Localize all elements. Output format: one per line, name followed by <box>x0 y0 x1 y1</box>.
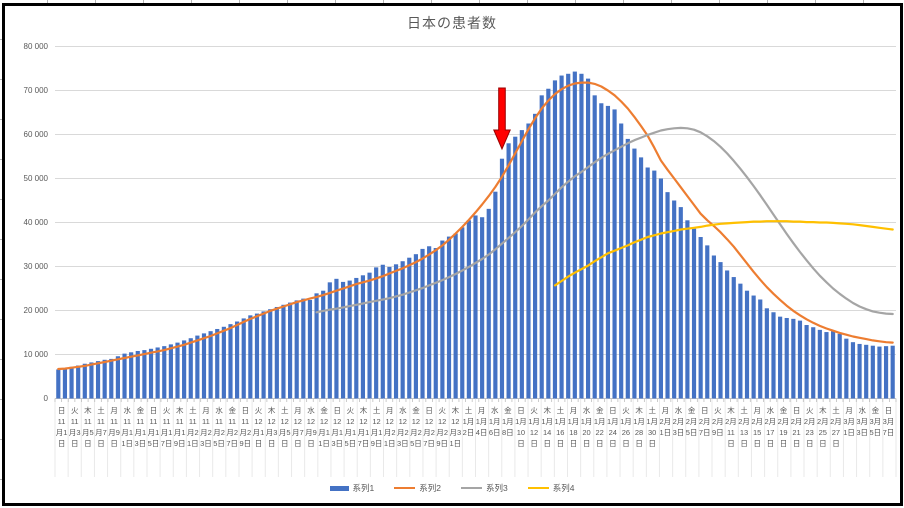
x-axis-tick-label: 金 11月13日 <box>134 402 147 478</box>
y-axis-tick-label: 20 000 <box>0 306 48 316</box>
legend-label: 系列1 <box>353 482 375 494</box>
red-down-arrow-annotation[interactable] <box>494 88 510 149</box>
x-axis-tick-label: 水 12月9日 <box>304 402 317 478</box>
x-axis-tick-label: 日 11月15日 <box>147 402 160 478</box>
legend-item-series3[interactable]: 系列3 <box>461 482 508 494</box>
x-axis-tick-label: 水 1月20日 <box>580 402 593 478</box>
legend-item-series4[interactable]: 系列4 <box>528 482 575 494</box>
legend-label: 系列2 <box>419 482 441 494</box>
x-axis-tick-label: 日 1月24日 <box>606 402 619 478</box>
x-axis-tick-label: 水 3月3日 <box>856 402 869 478</box>
series1-bars <box>56 72 895 399</box>
x-axis-tick-label: 金 12月11日 <box>318 402 331 478</box>
x-axis-tick-label: 土 1月2日 <box>462 402 475 478</box>
x-axis-tick-label: 土 1月30日 <box>646 402 659 478</box>
x-axis-tick-label: 日 2月21日 <box>790 402 803 478</box>
x-axis-tick-label: 水 2月3日 <box>672 402 685 478</box>
x-axis-tick-label: 金 1月22日 <box>593 402 606 478</box>
x-axis-tick-label: 日 3月7日 <box>882 402 895 478</box>
x-axis-tick-label: 土 1月16日 <box>554 402 567 478</box>
x-axis-tick-label: 日 1月10日 <box>514 402 527 478</box>
x-axis-tick-label: 金 1月8日 <box>501 402 514 478</box>
x-axis-tick-label: 木 12月3日 <box>265 402 278 478</box>
y-axis-tick-label: 50 000 <box>0 174 48 184</box>
x-axis-tick-label: 金 3月5日 <box>869 402 882 478</box>
y-axis-tick-label: 0 <box>0 394 48 404</box>
legend-label: 系列4 <box>553 482 575 494</box>
x-axis-tick-label: 月 2月15日 <box>751 402 764 478</box>
x-axis-tick-label: 月 12月21日 <box>383 402 396 478</box>
series2-line-marker <box>394 487 415 490</box>
x-axis-tick-label: 木 1月14日 <box>541 402 554 478</box>
x-axis-tick-label: 木 12月17日 <box>357 402 370 478</box>
x-axis-tick-label: 火 1月26日 <box>619 402 632 478</box>
x-axis-tick-label: 火 11月17日 <box>160 402 173 478</box>
x-axis-tick-label: 土 2月27日 <box>829 402 842 478</box>
x-axis-tick-label: 金 2月19日 <box>777 402 790 478</box>
x-axis-tick-label: 日 12月27日 <box>423 402 436 478</box>
x-axis-tick-label: 火 2月9日 <box>711 402 724 478</box>
legend-item-series2[interactable]: 系列2 <box>394 482 441 494</box>
x-axis-tick-label: 木 11月19日 <box>173 402 186 478</box>
x-axis-tick-label: 月 2月1日 <box>659 402 672 478</box>
series1-bar-marker <box>330 486 349 491</box>
x-axis-tick-label: 土 12月5日 <box>278 402 291 478</box>
y-axis-tick-label: 10 000 <box>0 350 48 360</box>
x-axis-tick-label: 日 11月29日 <box>239 402 252 478</box>
x-axis-tick-label: 火 12月15日 <box>344 402 357 478</box>
series3-line-marker <box>461 487 482 490</box>
x-axis-labels: 日 11月1日火 11月3日木 11月5日土 11月7日月 11月9日水 11月… <box>55 402 896 478</box>
x-axis-tick-label: 月 11月9日 <box>108 402 121 478</box>
y-axis-tick-label: 60 000 <box>0 130 48 140</box>
x-axis-tick-label: 火 12月1日 <box>252 402 265 478</box>
x-axis-tick-label: 木 2月25日 <box>816 402 829 478</box>
x-axis-tick-label: 火 2月23日 <box>803 402 816 478</box>
chart-title: 日本の患者数 <box>0 13 904 33</box>
x-axis-tick-label: 木 1月28日 <box>633 402 646 478</box>
x-axis-tick-label: 木 11月5日 <box>81 402 94 478</box>
x-axis-tick-label: 土 11月21日 <box>186 402 199 478</box>
y-axis-tick-label: 40 000 <box>0 218 48 228</box>
x-axis-tick-label: 水 1月6日 <box>488 402 501 478</box>
x-axis-tick-label: 日 11月1日 <box>55 402 68 478</box>
x-axis-tick-label: 土 11月7日 <box>94 402 107 478</box>
x-axis-tick-label: 月 11月23日 <box>199 402 212 478</box>
y-axis-tick-label: 80 000 <box>0 42 48 52</box>
x-axis-tick-label: 火 12月29日 <box>436 402 449 478</box>
x-axis-tick-label: 月 12月7日 <box>291 402 304 478</box>
legend-item-series1[interactable]: 系列1 <box>330 482 375 494</box>
x-axis-tick-label: 水 12月23日 <box>396 402 409 478</box>
x-axis-tick-label: 日 2月7日 <box>698 402 711 478</box>
series4-line <box>555 221 893 285</box>
x-axis-tick-label: 日 12月13日 <box>331 402 344 478</box>
legend-label: 系列3 <box>486 482 508 494</box>
y-axis-tick-label: 30 000 <box>0 262 48 272</box>
x-axis-tick-label: 土 12月19日 <box>370 402 383 478</box>
x-axis-tick-label: 月 1月18日 <box>567 402 580 478</box>
x-axis-tick-label: 木 12月31日 <box>449 402 462 478</box>
excel-chart-screenshot: { "title": "日本の患者数", "legend": { "items"… <box>0 0 904 508</box>
x-axis-tick-label: 金 2月5日 <box>685 402 698 478</box>
x-axis-tick-label: 火 11月3日 <box>68 402 81 478</box>
x-axis-tick-label: 木 2月11日 <box>724 402 737 478</box>
x-axis-tick-label: 土 2月13日 <box>738 402 751 478</box>
x-axis-tick-label: 月 1月4日 <box>475 402 488 478</box>
x-axis-tick-label: 水 2月17日 <box>764 402 777 478</box>
y-axis-tick-label: 70 000 <box>0 86 48 96</box>
x-axis-tick-label: 金 12月25日 <box>409 402 422 478</box>
series4-line-marker <box>528 487 549 490</box>
x-axis-tick-label: 水 11月11日 <box>121 402 134 478</box>
x-axis-tick-label: 月 3月1日 <box>843 402 856 478</box>
x-axis-tick-label: 金 11月27日 <box>226 402 239 478</box>
x-axis-tick-label: 火 1月12日 <box>528 402 541 478</box>
chart-legend: 系列1 系列2 系列3 系列4 <box>0 482 904 494</box>
x-axis-tick-label: 水 11月25日 <box>213 402 226 478</box>
